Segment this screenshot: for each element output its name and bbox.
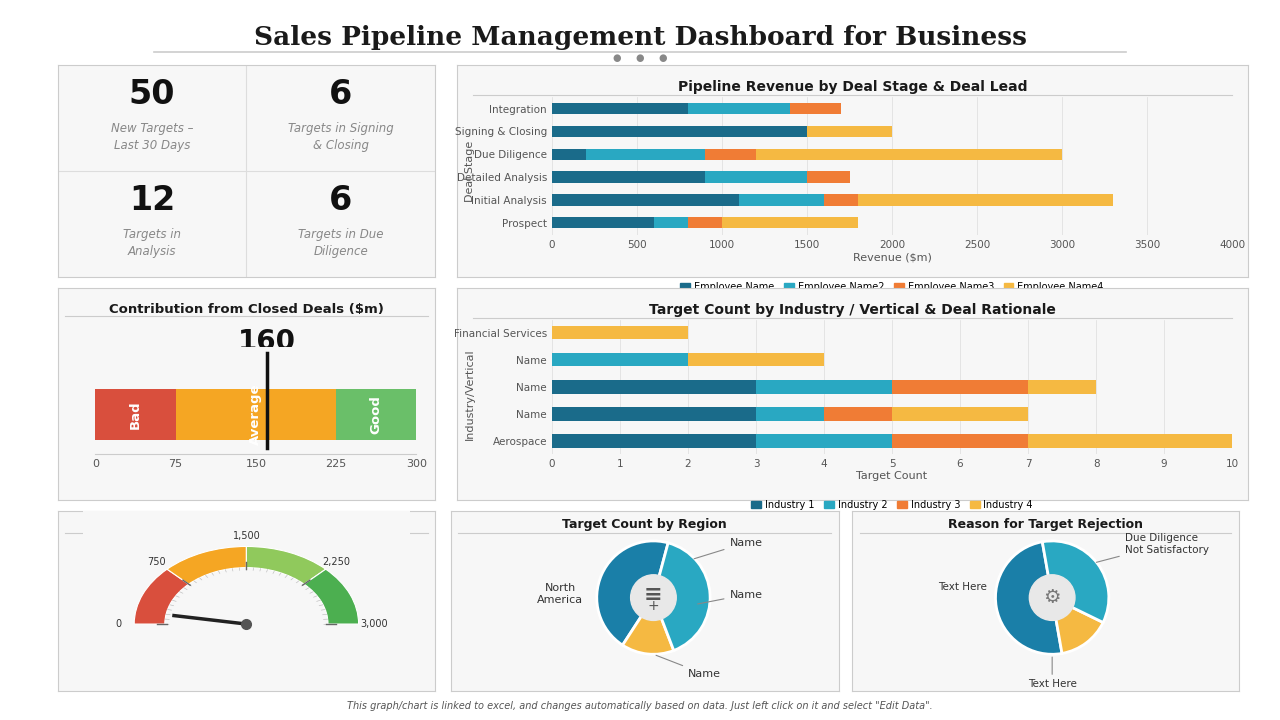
Bar — [858, 194, 1114, 206]
Text: 6: 6 — [329, 184, 352, 217]
Bar — [687, 103, 790, 114]
Text: 6: 6 — [329, 78, 352, 111]
Bar — [705, 148, 756, 160]
Wedge shape — [168, 546, 247, 584]
Text: Targets in Due
Diligence: Targets in Due Diligence — [298, 228, 384, 258]
Bar — [552, 103, 687, 114]
Text: Pipeline Revenue by Deal Stage & Deal Lead: Pipeline Revenue by Deal Stage & Deal Le… — [677, 80, 1028, 94]
Text: Deal Stage: Deal Stage — [465, 140, 475, 202]
Bar — [337, 390, 416, 440]
Bar — [687, 353, 824, 366]
Wedge shape — [1042, 541, 1108, 623]
Wedge shape — [659, 543, 710, 650]
Circle shape — [631, 575, 676, 621]
Bar — [824, 194, 858, 206]
Text: Name: Name — [657, 655, 721, 679]
Text: ⚙: ⚙ — [1043, 588, 1061, 607]
Bar — [687, 217, 722, 228]
Text: Target Count by Industry / Vertical & Deal Rationale: Target Count by Industry / Vertical & De… — [649, 303, 1056, 317]
Text: 50: 50 — [129, 78, 175, 111]
Text: Average: Average — [250, 384, 262, 445]
Bar — [552, 434, 756, 448]
Bar — [654, 217, 687, 228]
Text: New Targets –
Last 30 Days: New Targets – Last 30 Days — [111, 122, 193, 152]
Text: 12: 12 — [129, 184, 175, 217]
Wedge shape — [247, 546, 325, 584]
Text: Contribution from Closed Deals ($m): Contribution from Closed Deals ($m) — [109, 303, 384, 316]
Text: Sales Pipeline Management Dashboard for Business: Sales Pipeline Management Dashboard for … — [253, 25, 1027, 50]
Text: Targets in Signing
& Closing: Targets in Signing & Closing — [288, 122, 394, 152]
Text: Good: Good — [370, 395, 383, 434]
Bar — [892, 434, 1028, 448]
Circle shape — [170, 571, 323, 677]
Text: Name: Name — [694, 538, 763, 559]
Bar — [756, 380, 892, 394]
Bar — [552, 380, 756, 394]
Text: This graph/chart is linked to excel, and changes automatically based on data. Ju: This graph/chart is linked to excel, and… — [347, 701, 933, 711]
Legend: Employee Name, Employee Name2, Employee Name3, Employee Name4: Employee Name, Employee Name2, Employee … — [677, 278, 1107, 296]
Bar — [892, 407, 1028, 420]
Legend: Industry 1, Industry 2, Industry 3, Industry 4: Industry 1, Industry 2, Industry 3, Indu… — [748, 496, 1037, 514]
Bar — [552, 171, 705, 183]
Bar — [806, 126, 892, 138]
Bar — [552, 126, 806, 138]
Text: 0: 0 — [115, 619, 122, 629]
Text: 3,000: 3,000 — [360, 619, 388, 629]
Wedge shape — [1056, 607, 1103, 654]
Bar — [705, 171, 806, 183]
Bar — [892, 380, 1028, 394]
Bar — [790, 103, 841, 114]
Text: Due Diligence
Not Satisfactory: Due Diligence Not Satisfactory — [1097, 533, 1208, 562]
Circle shape — [1029, 575, 1075, 621]
X-axis label: Revenue ($m): Revenue ($m) — [852, 252, 932, 262]
Text: ●: ● — [659, 53, 667, 63]
Text: ●: ● — [636, 53, 644, 63]
Wedge shape — [134, 570, 188, 624]
Bar — [806, 171, 850, 183]
Wedge shape — [305, 570, 358, 624]
Text: Text Here: Text Here — [1028, 679, 1076, 689]
Text: Name: Name — [698, 590, 763, 604]
Wedge shape — [596, 541, 668, 645]
Bar — [1028, 434, 1233, 448]
Bar — [756, 148, 1062, 160]
Text: Text Here: Text Here — [938, 582, 987, 593]
Bar — [552, 326, 687, 339]
Text: +: + — [648, 599, 659, 613]
Text: North
America: North America — [538, 583, 584, 605]
Bar — [824, 407, 892, 420]
Text: 2,250: 2,250 — [323, 557, 351, 567]
Text: ≡: ≡ — [644, 585, 663, 605]
Text: Bad: Bad — [129, 400, 142, 429]
Wedge shape — [996, 541, 1062, 654]
Text: 750: 750 — [147, 557, 165, 567]
Bar — [552, 353, 687, 366]
Text: 1,500: 1,500 — [233, 531, 260, 541]
Text: Industry/Vertical: Industry/Vertical — [465, 348, 475, 440]
Text: 160: 160 — [238, 328, 296, 356]
Bar — [586, 148, 705, 160]
Text: Targets in
Analysis: Targets in Analysis — [123, 228, 180, 258]
Text: ●: ● — [613, 53, 621, 63]
Bar — [552, 217, 654, 228]
Bar — [95, 390, 175, 440]
X-axis label: Target Count: Target Count — [856, 472, 928, 481]
Bar — [552, 194, 739, 206]
Wedge shape — [622, 615, 673, 654]
Bar — [722, 217, 858, 228]
Bar — [552, 148, 586, 160]
Bar — [1028, 380, 1096, 394]
Bar — [739, 194, 824, 206]
Bar — [756, 407, 824, 420]
Bar — [756, 434, 892, 448]
Text: Reason for Target Rejection: Reason for Target Rejection — [948, 518, 1143, 531]
Bar — [175, 390, 337, 440]
Text: Target Count by Region: Target Count by Region — [562, 518, 727, 531]
Text: Revenue Contribution from Closed Deals ($m): Revenue Contribution from Closed Deals (… — [86, 518, 407, 531]
Bar — [552, 407, 756, 420]
